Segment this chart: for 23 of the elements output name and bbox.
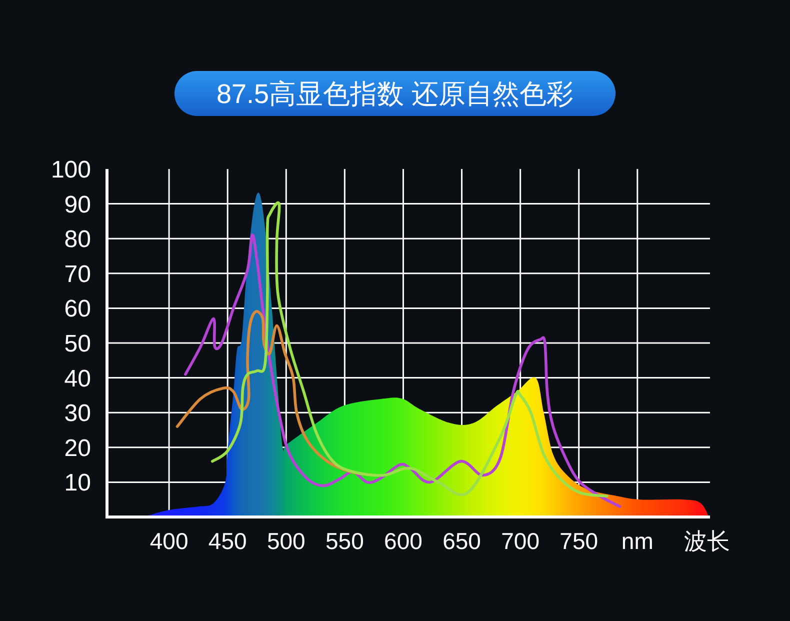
x-tick-label: 550 bbox=[326, 528, 364, 554]
y-tick-label: 30 bbox=[64, 400, 91, 428]
y-tick-label: 100 bbox=[50, 156, 91, 184]
y-tick-label: 90 bbox=[64, 191, 91, 218]
y-tick-label: 40 bbox=[64, 365, 91, 392]
x-tick-label: 750 bbox=[560, 528, 598, 554]
y-tick-label: 50 bbox=[64, 330, 91, 358]
x-tick-label: 600 bbox=[384, 528, 422, 554]
y-tick-label: 10 bbox=[64, 470, 91, 497]
x-tick-label: 700 bbox=[501, 528, 540, 554]
y-tick-label: 20 bbox=[64, 434, 91, 462]
x-tick-label: 650 bbox=[442, 528, 481, 554]
y-tick-label: 60 bbox=[64, 296, 91, 323]
y-tick-label: 70 bbox=[64, 260, 91, 288]
x-tick-label: 400 bbox=[150, 528, 188, 554]
chart-title: 87.5高显色指数 还原自然色彩 bbox=[216, 79, 574, 109]
x-axis-title: 波长 bbox=[684, 528, 730, 554]
x-tick-label: 500 bbox=[266, 528, 306, 554]
line-series bbox=[210, 202, 608, 498]
line-series bbox=[184, 234, 622, 508]
x-tick-label: 450 bbox=[208, 528, 247, 554]
y-tick-label: 80 bbox=[64, 226, 91, 254]
x-tick-label: nm bbox=[621, 528, 654, 554]
